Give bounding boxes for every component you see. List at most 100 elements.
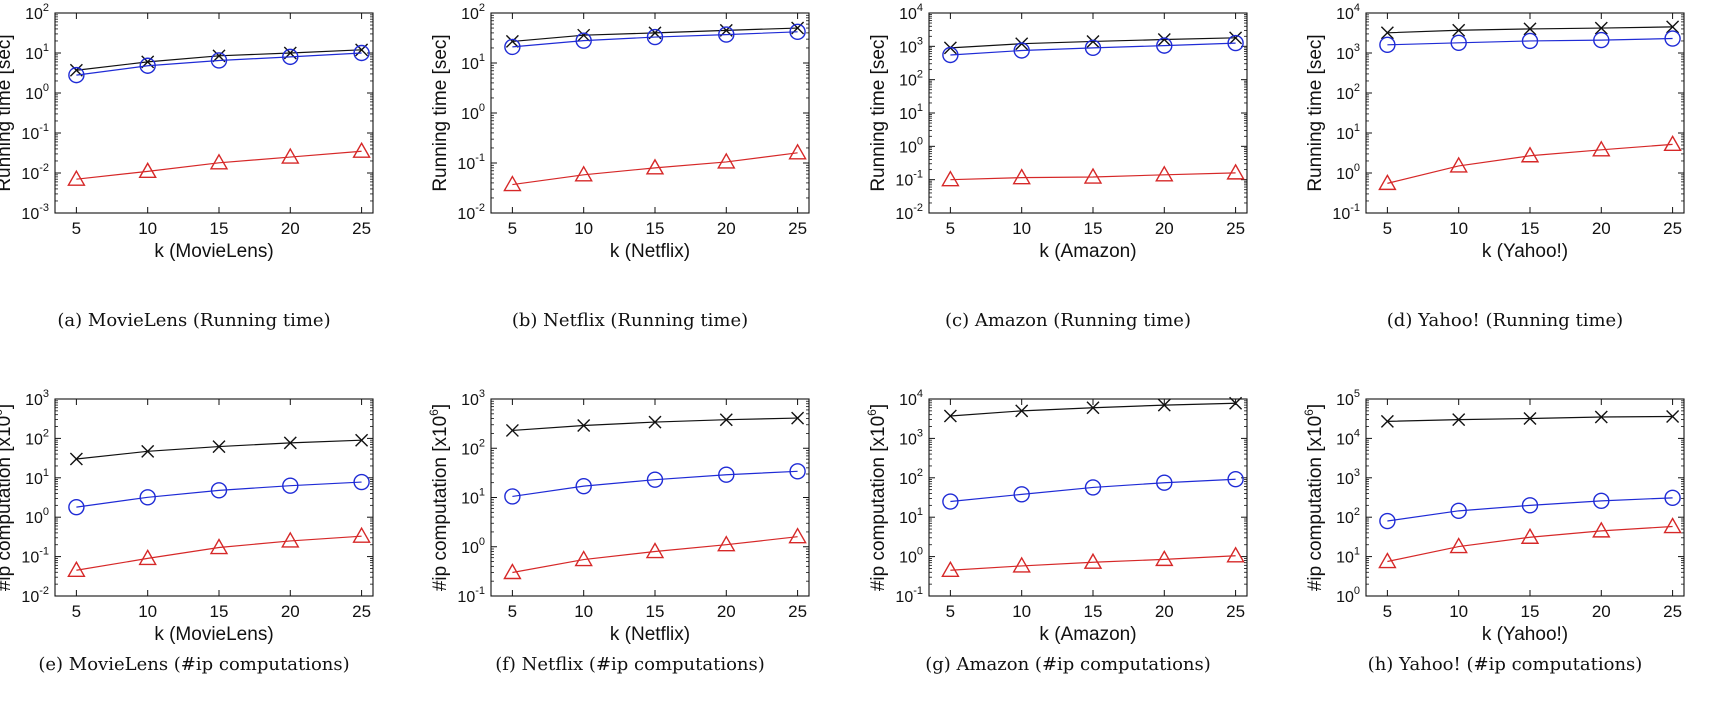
y-tick-label: 10-3 xyxy=(21,202,49,223)
data-point-cross xyxy=(505,423,519,437)
y-tick-label: 101 xyxy=(1336,546,1360,567)
data-point-triangle xyxy=(1226,163,1245,180)
data-point-triangle xyxy=(138,161,157,179)
x-tick-label: 10 xyxy=(1012,602,1031,621)
y-axis-label-end: ] xyxy=(1305,404,1326,409)
x-tick-label: 25 xyxy=(1226,219,1245,238)
x-tick-label: 10 xyxy=(138,219,157,238)
y-tick-exponent: 1 xyxy=(479,487,485,499)
x-tick-label: 5 xyxy=(72,219,81,238)
y-tick-label: 102 xyxy=(1336,82,1360,103)
data-point-cross xyxy=(1380,414,1394,428)
data-point-circle xyxy=(1664,489,1681,507)
data-point-triangle xyxy=(1520,527,1540,544)
series-line-o xyxy=(512,31,798,48)
data-point-triangle xyxy=(1592,521,1611,538)
data-point-triangle xyxy=(574,165,593,182)
y-tick-exponent: 0 xyxy=(479,536,485,548)
y-tick-label: 102 xyxy=(461,2,485,23)
x-tick-label: 5 xyxy=(946,219,955,238)
y-tick-label: 102 xyxy=(899,69,923,90)
y-tick-label: 102 xyxy=(1336,506,1360,527)
series-line-o xyxy=(1387,37,1673,46)
x-axis-label: k (MovieLens) xyxy=(154,241,273,262)
x-axis-label: k (Yahoo!) xyxy=(1482,624,1568,645)
x-tick-label: 20 xyxy=(1592,219,1611,238)
data-point-circle xyxy=(1156,37,1173,54)
subfigure-caption: (f) Netflix (#ip computations) xyxy=(495,654,765,675)
data-point-cross xyxy=(577,418,591,432)
y-tick-exponent: 2 xyxy=(479,2,485,14)
data-point-cross xyxy=(577,28,591,42)
y-tick-label: 101 xyxy=(25,42,49,63)
plot-frame xyxy=(54,12,374,214)
data-point-triangle xyxy=(209,538,229,555)
data-point-triangle xyxy=(1449,156,1468,173)
y-tick-label: 10-1 xyxy=(1332,202,1360,223)
subfigure-caption: (c) Amazon (Running time) xyxy=(945,310,1191,331)
series-line-x xyxy=(512,417,798,432)
data-point-cross xyxy=(1229,31,1243,45)
data-point-circle xyxy=(1664,30,1681,47)
data-point-circle xyxy=(1521,497,1539,514)
y-tick-label: 100 xyxy=(1336,585,1360,606)
x-tick-label: 5 xyxy=(1383,602,1392,621)
y-tick-label: 100 xyxy=(25,506,49,527)
y-tick-label: 102 xyxy=(25,2,49,23)
x-tick-label: 10 xyxy=(138,602,157,621)
data-point-circle xyxy=(282,48,299,66)
plot-frame xyxy=(490,12,810,214)
y-tick-exponent: -2 xyxy=(475,202,485,214)
data-point-circle xyxy=(1593,31,1610,49)
data-point-circle xyxy=(789,23,806,41)
y-tick-exponent: 1 xyxy=(43,42,49,54)
data-point-circle xyxy=(1156,474,1173,491)
y-tick-label: 101 xyxy=(899,506,923,527)
y-tick-label: 104 xyxy=(899,388,923,409)
x-tick-label: 20 xyxy=(1155,219,1174,238)
data-point-triangle xyxy=(1012,556,1031,573)
plot-frame xyxy=(1365,12,1685,214)
x-tick-label: 10 xyxy=(1449,602,1468,621)
data-point-triangle xyxy=(1378,173,1397,191)
x-axis-label: k (Netflix) xyxy=(610,624,690,645)
data-point-circle xyxy=(1084,479,1102,496)
data-point-triangle xyxy=(67,169,86,186)
series-line-o xyxy=(950,478,1236,503)
y-tick-exponent: 1 xyxy=(917,102,923,114)
y-tick-exponent: 2 xyxy=(917,467,923,479)
y-tick-exponent: 3 xyxy=(43,388,49,400)
x-tick-label: 10 xyxy=(1012,219,1031,238)
data-point-circle xyxy=(942,493,959,510)
y-tick-label: 10-1 xyxy=(457,585,485,606)
data-point-cross xyxy=(791,411,805,425)
y-tick-exponent: -1 xyxy=(39,546,49,558)
y-tick-exponent: 2 xyxy=(43,2,49,14)
data-point-triangle xyxy=(1378,552,1397,569)
x-tick-label: 15 xyxy=(1084,219,1103,238)
y-tick-exponent: 5 xyxy=(1354,388,1360,400)
data-point-cross xyxy=(212,440,226,454)
data-point-cross xyxy=(355,433,369,447)
data-point-circle xyxy=(575,32,592,49)
y-tick-exponent: 3 xyxy=(479,388,485,400)
x-axis-label: k (MovieLens) xyxy=(154,624,273,645)
x-tick-label: 5 xyxy=(72,602,81,621)
y-tick-exponent: 2 xyxy=(1354,506,1360,518)
data-point-triangle xyxy=(1083,167,1103,184)
y-tick-label: 10-2 xyxy=(21,585,49,606)
x-tick-label: 5 xyxy=(508,602,517,621)
data-point-circle xyxy=(68,66,85,84)
data-point-triangle xyxy=(788,527,807,544)
data-point-triangle xyxy=(1012,168,1031,185)
y-tick-exponent: 0 xyxy=(43,82,49,94)
data-point-triangle xyxy=(209,153,229,170)
y-tick-label: 10-1 xyxy=(895,169,923,190)
series-line-o xyxy=(950,42,1236,56)
data-point-triangle xyxy=(1083,552,1103,569)
y-tick-label: 101 xyxy=(25,467,49,488)
y-tick-exponent: 3 xyxy=(1354,467,1360,479)
